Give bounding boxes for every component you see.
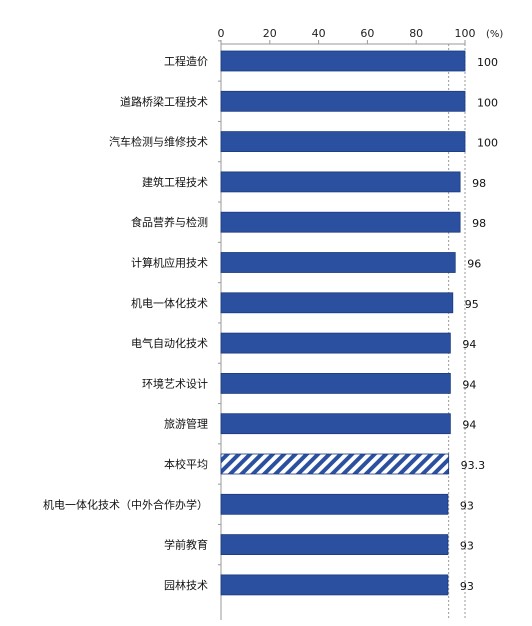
value-label: 93.3 [461, 459, 486, 472]
bar [220, 90, 466, 112]
category-label: 学前教育 [164, 538, 208, 552]
x-tick-label: 40 [312, 27, 326, 40]
bar [220, 493, 449, 515]
value-label: 100 [477, 96, 498, 109]
category-label: 机电一体化技术 [131, 296, 208, 310]
value-label: 98 [472, 217, 486, 230]
category-label: 本校平均 [164, 457, 208, 471]
bar [220, 574, 449, 596]
grid-layer [218, 40, 466, 620]
value-label: 94 [462, 419, 476, 432]
label-layer: 0 20 40 60 80 100 工程造价 100 道路桥梁工程技术 100 汽车检测与维修技术 1… [43, 27, 498, 593]
category-label: 园林技术 [164, 578, 208, 592]
value-label: 96 [467, 258, 481, 271]
value-label: 94 [462, 378, 476, 391]
value-label: 95 [465, 298, 479, 311]
category-label: 食品营养与检测 [131, 215, 208, 229]
category-label: 旅游管理 [164, 417, 208, 431]
bar-average [220, 453, 450, 475]
bar [220, 332, 451, 354]
category-label: 工程造价 [164, 54, 208, 68]
category-label: 计算机应用技术 [131, 256, 208, 270]
category-label: 道路桥梁工程技术 [120, 94, 208, 108]
x-tick-label: 80 [409, 27, 423, 40]
bar [220, 252, 456, 273]
bar [220, 211, 461, 233]
value-label: 93 [460, 499, 474, 512]
bar [220, 50, 466, 72]
category-label: 汽车检测与维修技术 [109, 135, 208, 149]
bar [220, 131, 466, 153]
value-label: 93 [460, 580, 474, 593]
value-label: 94 [462, 338, 476, 351]
bar [220, 292, 454, 314]
value-label: 100 [477, 137, 498, 150]
category-label: 建筑工程技术 [142, 175, 208, 189]
bar [220, 372, 451, 394]
x-tick-label: 60 [360, 27, 374, 40]
category-label: 环境艺术设计 [142, 376, 208, 390]
x-tick-label: 100 [455, 27, 476, 40]
category-label: 机电一体化技术（中外合作办学） [43, 497, 208, 511]
bar [220, 534, 449, 555]
value-label: 98 [472, 177, 486, 190]
x-tick-label: 20 [263, 27, 277, 40]
value-label: 100 [477, 56, 498, 69]
category-label: 电气自动化技术 [131, 336, 208, 350]
x-tick-label: 0 [218, 27, 225, 40]
bar-layer [220, 50, 466, 596]
bar [220, 413, 451, 435]
bar [220, 171, 461, 193]
x-axis-unit-label: (%) [486, 29, 503, 40]
value-label: 93 [460, 540, 474, 553]
